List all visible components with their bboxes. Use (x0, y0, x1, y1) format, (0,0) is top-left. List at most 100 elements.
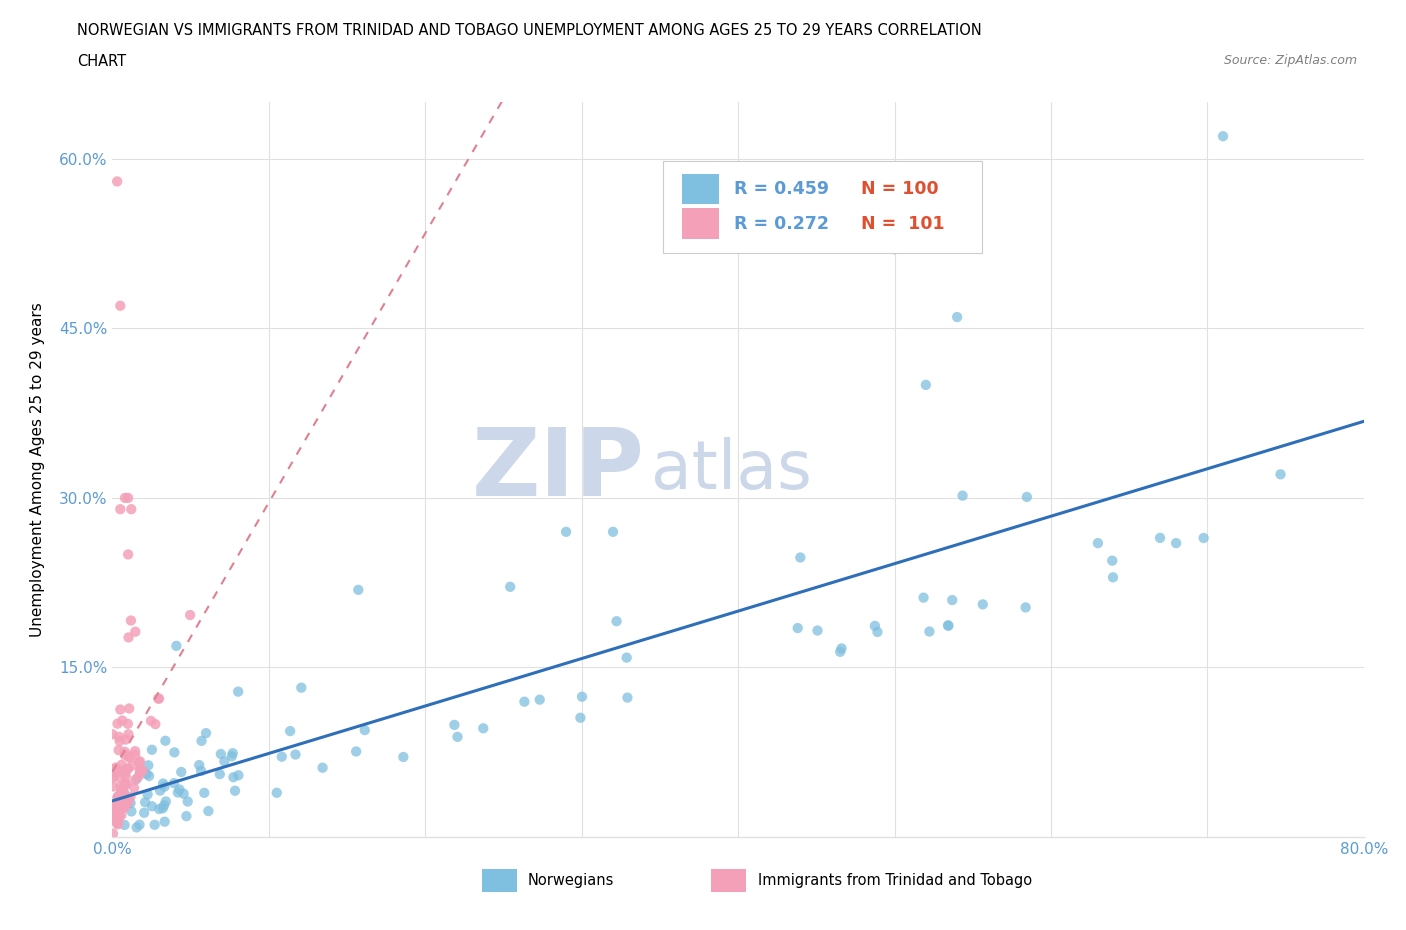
Point (103, 763, 125, 777)
Point (1101, 553, 1123, 568)
Point (136, 758, 159, 773)
Point (101, 826, 124, 841)
Point (112, 801, 135, 816)
Point (529, 692, 551, 707)
Point (114, 748, 136, 763)
Point (107, 804, 129, 818)
Point (107, 812, 129, 827)
Point (129, 754, 152, 769)
Point (153, 779, 176, 794)
Point (912, 591, 935, 605)
Point (118, 751, 141, 765)
Point (110, 790, 132, 804)
Point (190, 764, 212, 778)
Point (117, 716, 139, 731)
Point (344, 744, 367, 759)
Point (806, 623, 828, 638)
Point (499, 579, 522, 594)
Point (115, 777, 138, 791)
Point (118, 701, 141, 716)
Point (190, 734, 212, 749)
Point (1014, 600, 1036, 615)
Point (163, 776, 186, 790)
Point (148, 691, 170, 706)
Point (228, 768, 250, 783)
Point (105, 814, 128, 829)
Point (222, 746, 245, 761)
Point (105, 816, 128, 830)
Point (208, 766, 231, 781)
Point (115, 762, 138, 777)
Point (1166, 536, 1188, 551)
Point (103, 810, 125, 825)
Y-axis label: Unemployment Among Ages 25 to 29 years: Unemployment Among Ages 25 to 29 years (31, 302, 45, 637)
Point (101, 770, 124, 785)
Point (972, 597, 994, 612)
Point (311, 760, 333, 775)
Point (110, 299, 132, 313)
Point (103, 762, 125, 777)
Point (117, 630, 139, 644)
Point (114, 744, 136, 759)
Point (443, 717, 465, 732)
Point (107, 810, 129, 825)
Point (952, 488, 974, 503)
Point (117, 490, 139, 505)
Point (105, 764, 128, 779)
Point (117, 547, 139, 562)
Point (446, 729, 468, 744)
Point (138, 768, 160, 783)
Point (1102, 570, 1125, 585)
Point (105, 800, 128, 815)
Point (606, 614, 628, 629)
Point (118, 749, 141, 764)
FancyBboxPatch shape (664, 161, 983, 253)
Point (103, 801, 125, 816)
Point (110, 807, 132, 822)
Point (128, 754, 150, 769)
Point (148, 802, 170, 817)
Point (105, 790, 128, 804)
Point (114, 732, 136, 747)
Point (110, 771, 132, 786)
Point (1192, 530, 1215, 545)
Point (222, 770, 245, 785)
Point (1212, 128, 1234, 143)
Point (866, 624, 889, 639)
Point (103, 803, 125, 817)
Point (120, 790, 142, 804)
Point (101, 727, 124, 742)
Point (105, 174, 128, 189)
Point (108, 796, 131, 811)
Text: Source: ZipAtlas.com: Source: ZipAtlas.com (1223, 54, 1357, 67)
Text: R = 0.459: R = 0.459 (734, 180, 830, 198)
Point (110, 795, 132, 810)
Point (616, 690, 638, 705)
Point (936, 618, 959, 633)
Point (167, 785, 190, 800)
Point (112, 786, 135, 801)
Point (108, 729, 131, 744)
Point (125, 772, 148, 787)
Point (107, 813, 129, 828)
Point (176, 809, 198, 824)
Point (114, 769, 136, 784)
Point (110, 786, 132, 801)
Text: Immigrants from Trinidad and Tobago: Immigrants from Trinidad and Tobago (758, 873, 1032, 888)
Point (163, 745, 186, 760)
Point (103, 807, 125, 822)
Point (120, 613, 142, 628)
Point (179, 607, 201, 622)
Point (111, 764, 134, 778)
Point (170, 764, 193, 779)
Point (789, 550, 811, 565)
Point (114, 799, 136, 814)
Point (103, 813, 125, 828)
Point (112, 801, 135, 816)
Point (103, 769, 125, 784)
Point (103, 779, 125, 794)
Point (141, 799, 163, 814)
Point (108, 809, 131, 824)
Point (128, 768, 150, 783)
Text: Norwegians: Norwegians (527, 873, 614, 888)
